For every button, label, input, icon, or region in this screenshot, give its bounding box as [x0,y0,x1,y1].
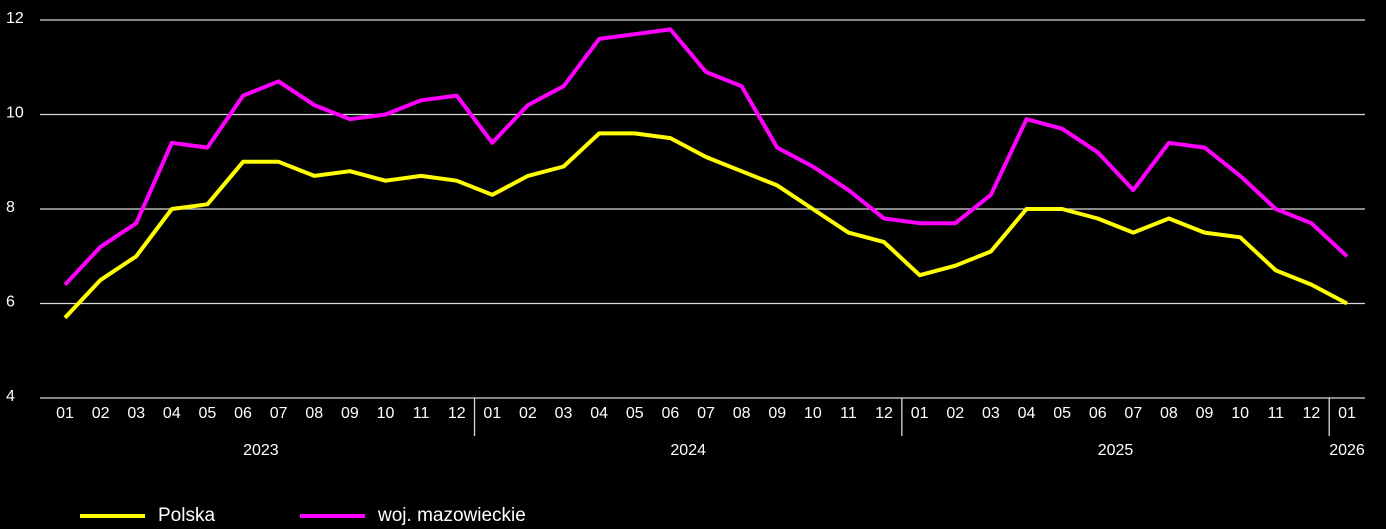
x-tick-label: 09 [768,405,786,422]
x-tick-label: 05 [1053,405,1071,422]
x-tick-label: 11 [413,405,430,422]
y-tick-label: 6 [6,294,15,311]
x-tick-label: 09 [341,405,359,422]
x-tick-label: 08 [733,405,751,422]
x-tick-label: 03 [555,405,573,422]
y-tick-label: 12 [6,10,24,27]
y-tick-label: 4 [6,388,15,405]
x-tick-label: 02 [946,405,964,422]
x-tick-label: 12 [1302,405,1320,422]
x-tick-label: 10 [804,405,822,422]
x-tick-label: 04 [1018,405,1036,422]
x-tick-label: 11 [840,405,857,422]
group-label: 2025 [1098,442,1134,459]
x-tick-label: 08 [305,405,323,422]
x-tick-label: 06 [234,405,252,422]
x-tick-label: 07 [697,405,715,422]
x-tick-label: 12 [875,405,893,422]
x-tick-label: 01 [483,405,501,422]
x-tick-label: 06 [1089,405,1107,422]
x-tick-label: 02 [519,405,537,422]
x-tick-label: 06 [661,405,679,422]
x-tick-label: 07 [1124,405,1142,422]
group-label: 2023 [243,442,279,459]
series-line [63,131,1348,320]
x-tick-label: 12 [448,405,466,422]
y-tick-label: 10 [6,105,24,122]
x-tick-label: 07 [270,405,288,422]
x-tick-label: 03 [982,405,1000,422]
x-tick-label: 02 [92,405,110,422]
x-tick-label: 03 [127,405,145,422]
x-tick-label: 05 [626,405,644,422]
x-tick-label: 09 [1196,405,1214,422]
series-line [63,27,1349,286]
x-tick-label: 01 [56,405,74,422]
group-label: 2026 [1329,442,1365,459]
x-tick-label: 04 [163,405,181,422]
legend-label: woj. mazowieckie [377,505,526,526]
x-tick-label: 01 [911,405,929,422]
x-tick-label: 08 [1160,405,1178,422]
x-tick-label: 05 [199,405,217,422]
x-tick-label: 04 [590,405,608,422]
x-tick-label: 10 [1231,405,1249,422]
x-tick-label: 11 [1267,405,1284,422]
y-tick-label: 8 [6,199,15,216]
group-label: 2024 [670,442,706,459]
x-tick-label: 10 [377,405,395,422]
legend-label: Polska [158,505,215,526]
x-tick-label: 01 [1338,405,1356,422]
